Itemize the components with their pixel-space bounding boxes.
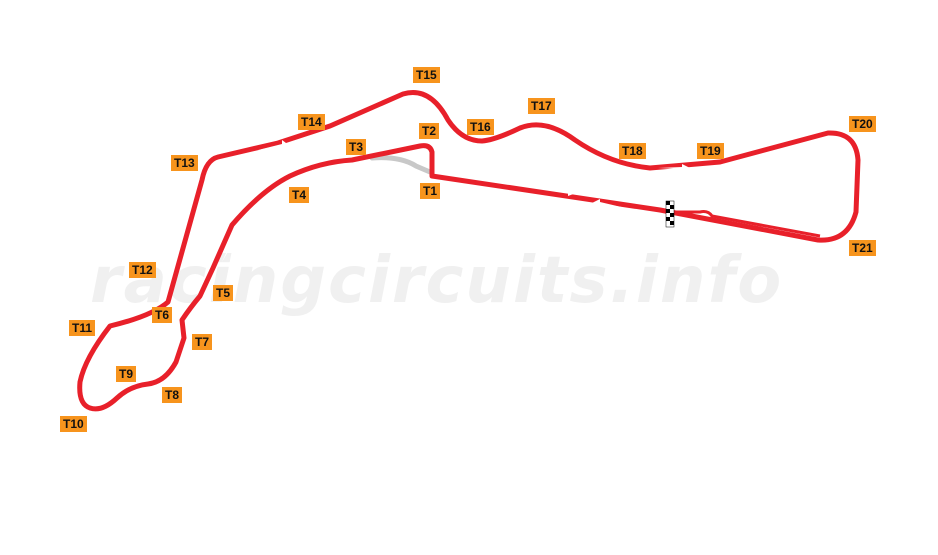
turn-label-t4: T4 [289,187,310,203]
direction-arrows [222,140,690,262]
turn-label-t20: T20 [849,116,876,132]
turn-label-t10: T10 [60,416,87,432]
turn-label-t5: T5 [213,285,234,301]
turn-label-t7: T7 [192,334,213,350]
direction-arrow-icon [592,199,634,210]
turn-label-t17: T17 [528,98,555,114]
turn-label-t15: T15 [413,67,440,83]
direction-arrow-icon [532,186,576,196]
turn-label-t9: T9 [116,366,137,382]
turn-label-t14: T14 [298,114,325,130]
turn-label-t8: T8 [162,387,183,403]
track-outline [77,90,861,412]
turn-label-t21: T21 [849,240,876,256]
turn-label-t1: T1 [420,183,441,199]
turn-label-t3: T3 [346,139,367,155]
turn-label-t2: T2 [419,123,440,139]
checkered-flag-icon [665,200,675,228]
pit-lane [369,155,433,175]
turn-label-t11: T11 [69,320,96,336]
turn-label-t19: T19 [697,143,724,159]
turn-label-t18: T18 [619,143,646,159]
direction-arrow-icon [258,140,290,150]
turn-label-t12: T12 [129,262,156,278]
direction-arrow-icon [658,164,690,172]
turn-label-t6: T6 [152,307,173,323]
track-inner-line [670,210,821,238]
turn-label-t13: T13 [171,155,198,171]
direction-arrow-icon [222,236,234,262]
turn-label-t16: T16 [467,119,494,135]
